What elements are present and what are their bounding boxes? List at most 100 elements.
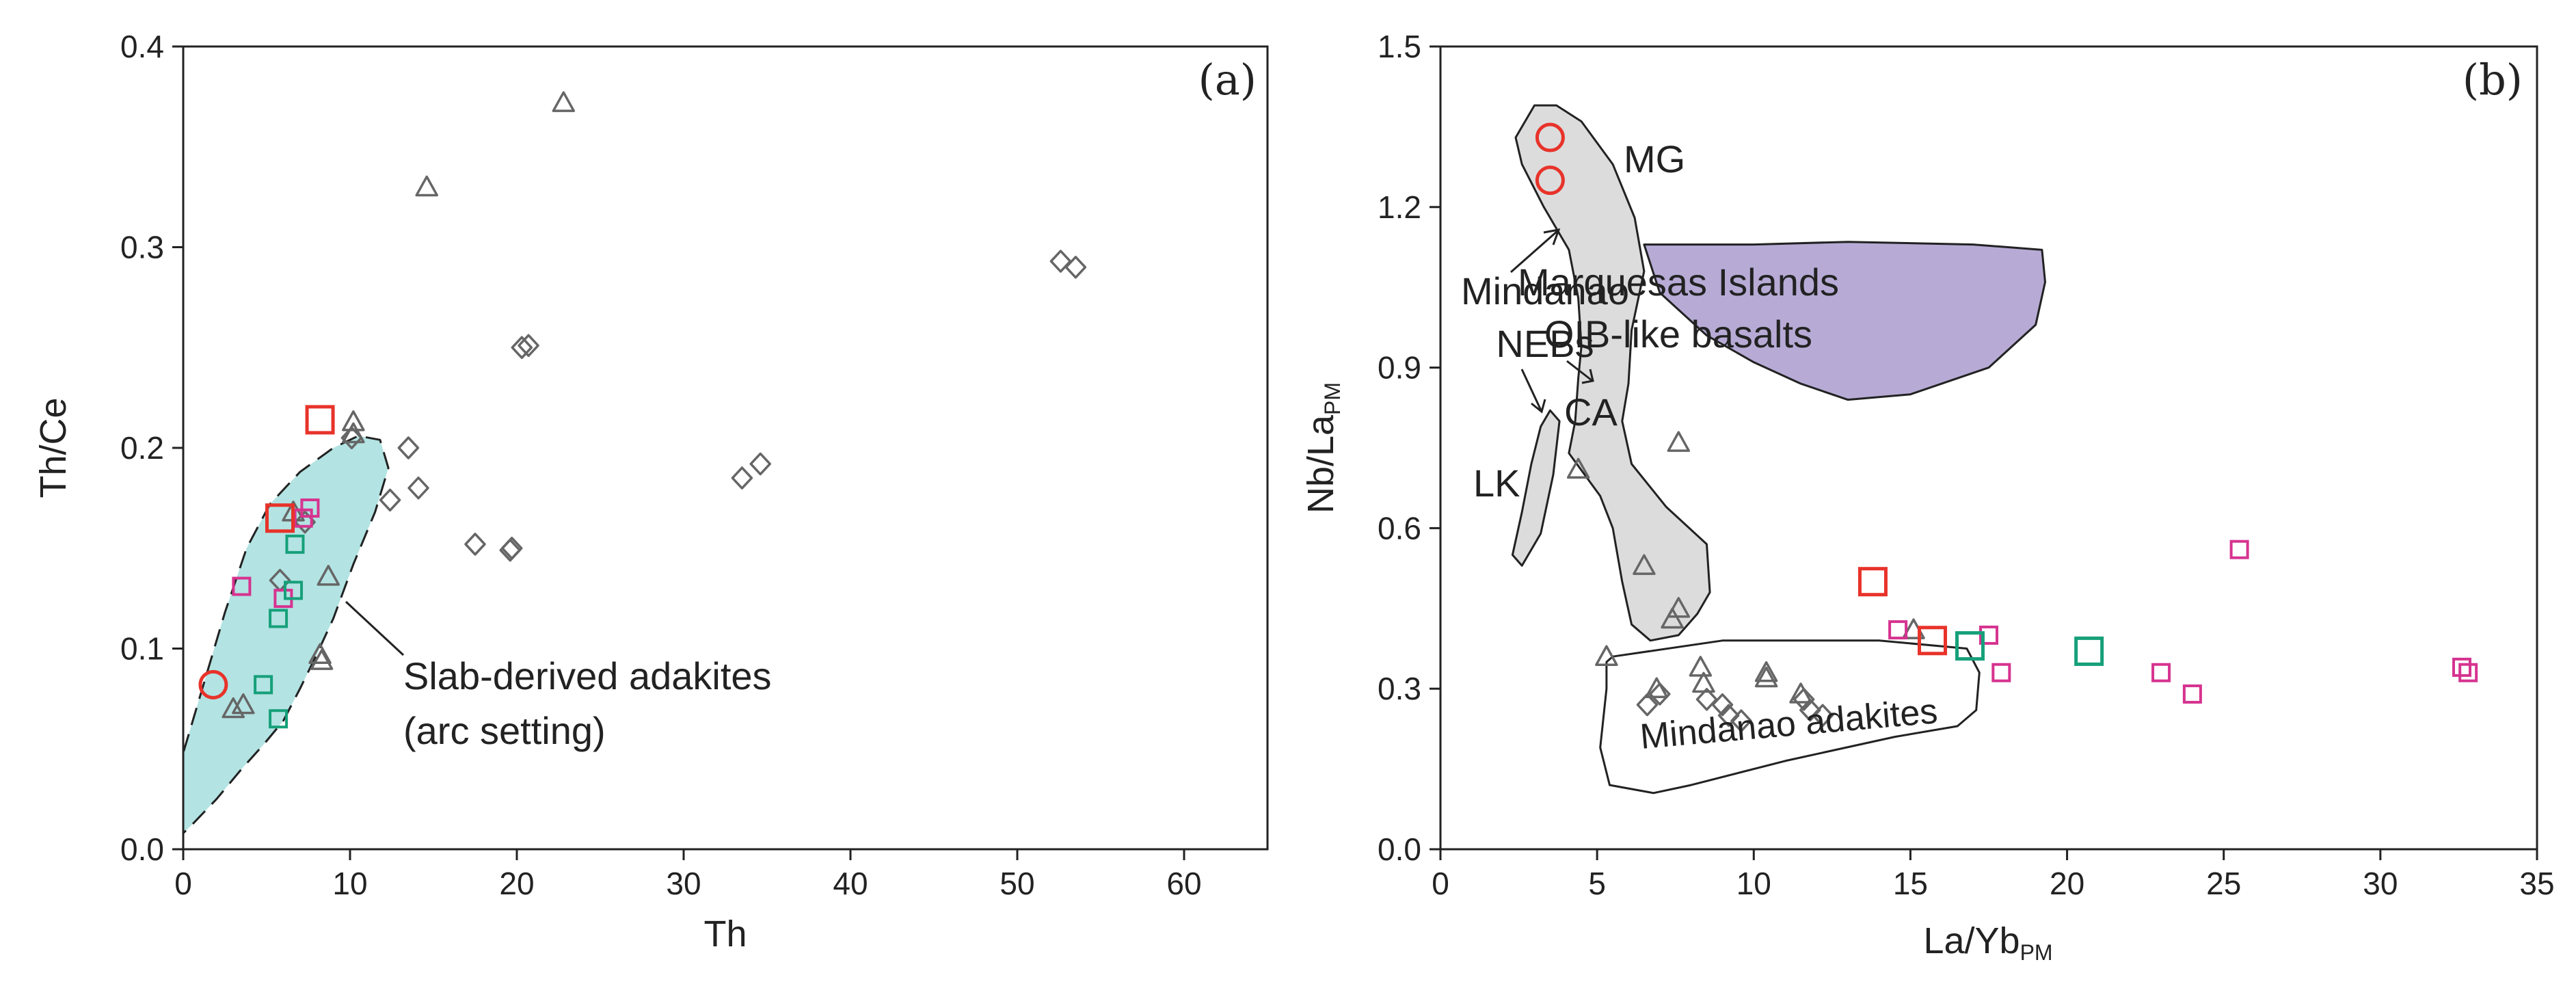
chart-panel-a: 0 10 20 30 40 50 60 0.0 0.1 0.2 0.3 0.4 (a) Th Th/C… <box>33 29 1269 955</box>
gray-diamond-marker <box>1717 704 1740 728</box>
chart-panel-b: 0 5 10 15 20 25 30 35 0.0 0.3 0.6 0.9 1.2 1.5 (b) La/… <box>1300 29 2555 965</box>
gray-triangle-marker <box>552 91 576 112</box>
x-tick-label: 10 <box>1736 866 1771 901</box>
arrowhead-nebs-to-lk <box>1531 399 1546 414</box>
y-tick-label: 0.3 <box>120 230 164 265</box>
gray-diamond-marker <box>518 334 539 358</box>
magenta-square-small-marker <box>293 508 313 528</box>
gray-diamond-marker <box>1799 698 1821 722</box>
red-circle-marker <box>198 669 228 699</box>
x-tick-label: 0 <box>1432 866 1449 901</box>
gray-triangle-marker <box>310 649 334 670</box>
gray-diamond-marker <box>407 476 429 500</box>
panel-b-y-axis-subscript: PM <box>1320 382 1345 415</box>
gray-diamond-marker <box>749 452 771 476</box>
red-circle-marker <box>1535 122 1565 152</box>
gray-diamond-marker <box>511 336 533 359</box>
green-square-small-marker <box>254 675 273 695</box>
magenta-square-small-marker <box>2229 539 2249 559</box>
y-tick-label: 0.9 <box>1378 350 1421 386</box>
marquesas-label-line2: OIB-like basalts <box>1544 312 1812 356</box>
gray-diamond-marker <box>397 436 420 459</box>
magenta-square-small-marker <box>2182 684 2202 704</box>
mindanao-label: Mindanao <box>1461 269 1629 312</box>
red-circle-marker <box>1535 165 1565 196</box>
gray-triangle-marker <box>1754 661 1778 682</box>
slab-adakites-leader-line <box>345 600 405 656</box>
x-tick-label: 20 <box>2050 866 2084 901</box>
gray-diamond-marker <box>1812 704 1834 728</box>
y-tick-label: 0.6 <box>1378 510 1421 546</box>
panel-a-x-axis-title: Th <box>703 914 747 955</box>
gray-triangle-marker <box>308 643 332 665</box>
red-square-marker <box>305 405 335 435</box>
arrowhead-nebs-to-ca <box>1581 369 1594 384</box>
red-square-marker <box>1918 626 1948 656</box>
gray-triangle-marker <box>342 422 365 444</box>
magenta-square-small-marker <box>2452 657 2472 677</box>
red-square-marker <box>265 503 295 533</box>
field-mindanao-nebs-ca-mg-field <box>1514 104 1711 642</box>
gray-triangle-marker <box>1661 607 1684 629</box>
gray-triangle-marker <box>1789 682 1812 704</box>
field-mindanao-adakites <box>1599 639 1981 795</box>
green-square-small-marker <box>269 709 289 729</box>
gray-diamond-marker <box>1695 688 1718 711</box>
panel-b-x-axis-subscript: PM <box>2020 940 2053 965</box>
y-tick-label: 0.0 <box>1378 831 1421 867</box>
gray-triangle-marker <box>1667 597 1691 618</box>
mindanao-adakites-label: Mindanao adakites <box>1639 691 1940 757</box>
gray-triangle-marker <box>1645 677 1668 698</box>
panel-b-label: (b) <box>2463 55 2523 105</box>
green-square-small-marker <box>285 534 305 554</box>
magenta-square-small-marker <box>232 576 252 596</box>
mg-label: MG <box>1624 137 1685 181</box>
gray-triangle-marker <box>1566 457 1590 479</box>
gray-diamond-marker <box>1730 709 1752 732</box>
gray-diamond-marker <box>1649 682 1671 706</box>
x-tick-label: 15 <box>1893 866 1928 901</box>
field-lk <box>1511 409 1561 567</box>
x-tick-label: 30 <box>666 866 701 901</box>
x-tick-label: 40 <box>833 866 868 901</box>
green-square-small-marker <box>269 609 289 628</box>
green-square-small-marker <box>284 581 304 600</box>
arrow-nebs-to-ca <box>1566 360 1592 382</box>
y-tick-label: 0.2 <box>120 430 164 466</box>
magenta-square-small-marker <box>1991 663 2011 682</box>
gray-diamond-marker <box>379 488 401 512</box>
x-tick-label: 30 <box>2363 866 2398 901</box>
x-tick-label: 20 <box>499 866 534 901</box>
panel-b-x-axis-title: La/YbPM <box>1923 920 2052 965</box>
gray-triangle-marker <box>342 410 365 431</box>
nebs-label: NEBs <box>1496 322 1594 365</box>
green-square-marker <box>2074 636 2104 666</box>
magenta-square-small-marker <box>2151 663 2171 682</box>
gray-triangle-marker <box>232 693 255 715</box>
y-tick-label: 0.3 <box>1378 671 1421 706</box>
panel-a-label: (a) <box>1198 55 1257 105</box>
y-tick-label: 0.0 <box>120 831 164 867</box>
y-tick-label: 1.5 <box>1378 29 1421 64</box>
gray-diamond-marker <box>1064 256 1087 279</box>
panel-b-y-axis-title: Nb/LaPM <box>1300 382 1345 514</box>
panel-b-x-axis-main: La/Yb <box>1923 920 2020 961</box>
magenta-square-small-marker <box>1888 620 1908 640</box>
magenta-square-small-marker <box>300 498 320 518</box>
x-tick-label: 10 <box>332 866 367 901</box>
x-tick-label: 60 <box>1166 866 1201 901</box>
gray-diamond-marker <box>731 466 753 490</box>
annotation-arrows <box>1510 228 1594 414</box>
ca-label: CA <box>1564 390 1618 434</box>
gray-diamond-marker <box>1636 693 1659 717</box>
marquesas-label-line1: Marquesas Islands <box>1518 261 1839 304</box>
gray-triangle-marker <box>1633 554 1656 575</box>
gray-triangle-marker <box>222 697 245 719</box>
gray-diamond-marker <box>1711 693 1734 717</box>
slab-adakites-label-line1: Slab-derived adakites <box>403 654 772 697</box>
field-marquesas-islands-oib-like-basalts <box>1643 241 2046 401</box>
panel-b-y-axis-main: Nb/La <box>1300 414 1341 514</box>
gray-triangle-marker <box>1595 645 1618 666</box>
y-tick-label: 1.2 <box>1378 189 1421 225</box>
